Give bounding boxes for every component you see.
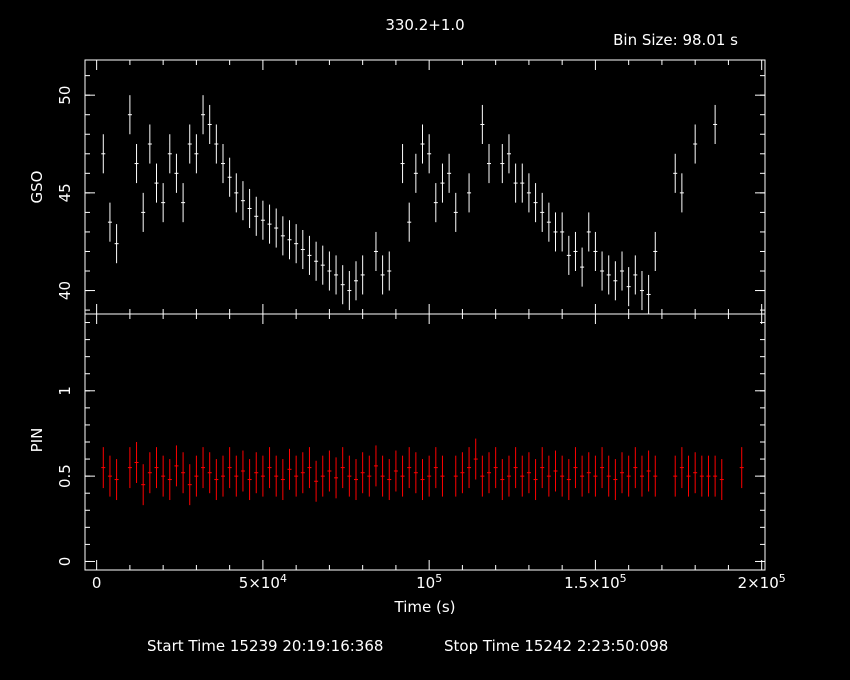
bin-size-label: Bin Size: 98.01 s [613,31,738,49]
gso-axis-label: GSO [28,171,46,204]
pin-y-tick-label: 1 [56,386,74,396]
gso-frame [84,59,766,315]
pin-y-tick-label: 0.5 [56,464,74,488]
chart-title: 330.2+1.0 [385,16,464,34]
start-time-label: Start Time 15239 20:19:16:368 [147,637,383,655]
pin-y-tick-label: 0 [56,557,74,567]
x-tick-label: 0 [92,574,102,592]
pin-axis-label: PIN [28,428,46,453]
pin-panel: 0 0.5 1 0 5×104 105 1.5×105 2×105 [56,313,786,592]
x-tick-label: 105 [416,572,442,592]
gso-panel: 40 45 50 [56,59,766,315]
gso-y-tick-label: 40 [56,281,74,300]
gso-y-tick-label: 50 [56,86,74,105]
x-axis-label: Time (s) [394,598,456,616]
stop-time-label: Stop Time 15242 2:23:50:098 [444,637,668,655]
gso-y-tick-label: 45 [56,183,74,202]
x-tick-label: 2×105 [738,572,786,592]
x-tick-label: 5×104 [239,572,287,592]
pin-frame [84,313,766,571]
x-tick-label: 1.5×105 [564,572,627,592]
